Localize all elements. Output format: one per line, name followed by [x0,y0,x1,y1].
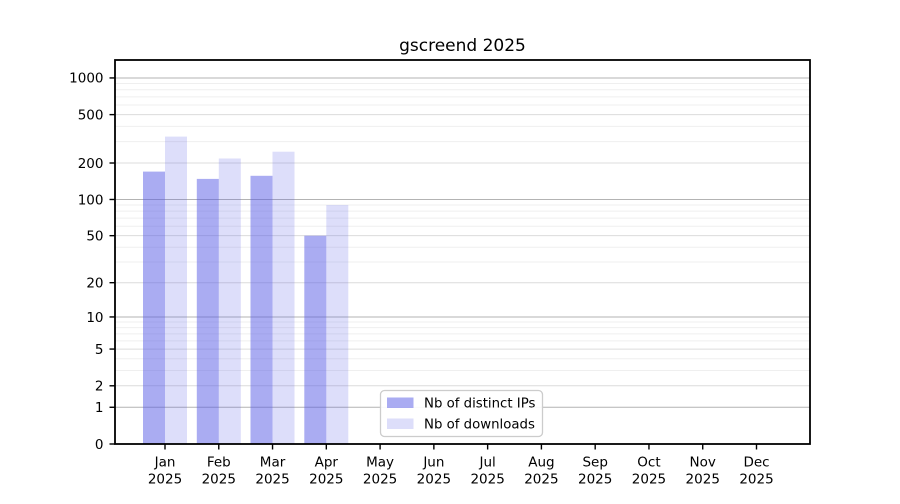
x-tick-month-label-aug: Aug [528,455,554,471]
y-tick-label-5: 5 [95,342,104,358]
y-tick-label-50: 50 [86,228,103,244]
bar-nb-of-distinct-ips-jan [143,171,165,444]
x-tick-year-label-nov: 2025 [686,472,720,488]
x-tick-month-label-apr: Apr [315,455,339,471]
legend-label-nb-of-downloads: Nb of downloads [424,418,535,433]
x-tick-month-label-nov: Nov [690,455,716,471]
x-tick-year-label-oct: 2025 [632,472,666,488]
bar-nb-of-distinct-ips-apr [304,235,327,444]
y-tick-label-1000: 1000 [69,71,103,87]
legend-swatch-nb-of-distinct-ips [387,397,414,408]
x-tick-month-label-jun: Jun [422,455,444,471]
y-tick-label-500: 500 [78,107,104,123]
x-tick-year-label-dec: 2025 [739,472,773,488]
x-tick-year-label-jun: 2025 [417,472,451,488]
legend-label-nb-of-distinct-ips: Nb of distinct IPs [424,397,536,412]
x-tick-year-label-feb: 2025 [202,472,236,488]
y-tick-label-0: 0 [95,437,104,453]
y-tick-label-200: 200 [78,156,104,172]
x-tick-month-label-jul: Jul [478,455,495,471]
bar-nb-of-downloads-mar [272,151,295,444]
chart-title: gscreend 2025 [399,36,526,56]
bar-nb-of-distinct-ips-feb [196,178,219,444]
y-tick-label-1: 1 [95,400,104,416]
y-tick-label-100: 100 [78,192,104,208]
bar-nb-of-downloads-apr [326,205,349,444]
x-tick-year-label-jan: 2025 [148,472,182,488]
x-tick-year-label-jul: 2025 [470,472,504,488]
x-tick-month-label-mar: Mar [260,455,286,471]
x-tick-year-label-mar: 2025 [255,472,289,488]
x-tick-month-label-jan: Jan [154,455,176,471]
bar-nb-of-downloads-jan [165,136,187,444]
y-tick-label-2: 2 [95,379,104,395]
x-tick-month-label-oct: Oct [637,455,660,471]
x-tick-month-label-dec: Dec [743,455,769,471]
bar-nb-of-distinct-ips-mar [250,175,273,445]
x-tick-year-label-aug: 2025 [524,472,558,488]
plot-border [114,59,811,445]
legend-swatch-nb-of-downloads [387,418,414,429]
x-tick-month-label-feb: Feb [207,455,231,471]
x-tick-year-label-apr: 2025 [309,472,343,488]
x-tick-year-label-sep: 2025 [578,472,612,488]
y-tick-label-20: 20 [86,275,103,291]
x-tick-month-label-sep: Sep [582,455,607,471]
y-tick-label-10: 10 [86,310,103,326]
legend-box [379,389,544,438]
x-tick-year-label-may: 2025 [363,472,397,488]
x-tick-month-label-may: May [366,455,394,471]
bar-nb-of-downloads-feb [218,158,241,444]
